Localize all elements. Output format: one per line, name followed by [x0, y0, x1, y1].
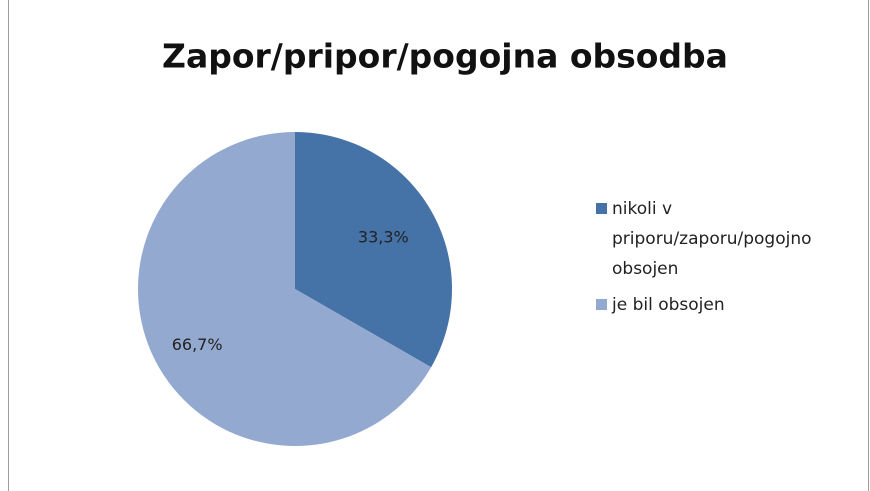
legend-swatch	[596, 299, 607, 310]
data-label: 66,7%	[172, 335, 223, 354]
legend-item: je bil obsojen	[596, 290, 858, 320]
legend-item: nikoli v priporu/zaporu/pogojno obsojen	[596, 194, 858, 284]
chart-title: Zapor/pripor/pogojna obsodba	[162, 37, 728, 76]
legend-label: je bil obsojen	[612, 295, 725, 315]
pie-slice	[137, 132, 432, 446]
legend-label: nikoli v priporu/zaporu/pogojno obsojen	[612, 199, 812, 279]
data-label: 33,3%	[358, 227, 409, 246]
legend: nikoli v priporu/zaporu/pogojno obsojen j…	[596, 194, 858, 326]
legend-swatch	[596, 203, 607, 214]
pie-slice	[295, 132, 452, 368]
